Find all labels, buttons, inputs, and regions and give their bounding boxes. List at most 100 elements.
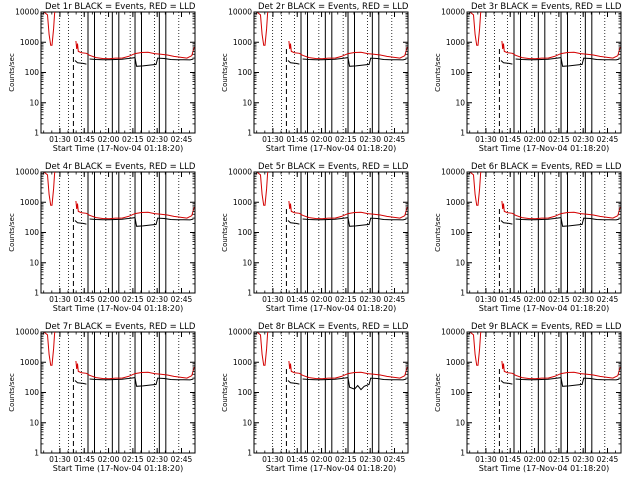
x-tick-label: 02:15 [548,295,570,304]
x-tick-label: 02:45 [171,135,193,144]
y-tick-label: 1 [460,289,465,298]
events-series-line [287,380,300,385]
y-tick-label: 10 [455,418,465,427]
y-tick-label: 10000 [228,168,252,177]
lld-series-line [469,12,482,46]
x-tick-label: 02:30 [572,135,594,144]
events-series-line [515,377,620,387]
panel-3: Det 3r BLACK = Events, RED = LLD 1 10 100 10… [434,2,622,153]
x-tick-label: 01:30 [262,455,284,464]
lld-series-line [75,200,195,220]
x-axis-label: Start Time (17-Nov-04 01:18:20) [266,464,396,473]
x-tick-label: 02:15 [122,135,144,144]
y-tick-label: 100 [238,68,253,77]
lld-series-line [501,360,621,380]
y-tick-label: 100 [451,228,466,237]
panel-5: Det 5r BLACK = Events, RED = LLD 1 10 100 10… [221,162,409,313]
panel-8: Det 8r BLACK = Events, RED = LLD 1 10 100 10… [221,322,409,473]
x-tick-label: 02:15 [548,455,570,464]
x-axis-label: Start Time (17-Nov-04 01:18:20) [479,464,609,473]
y-tick-label: 1 [460,129,465,138]
panel-title: Det 9r BLACK = Events, RED = LLD [471,322,622,332]
x-tick-label: 02:15 [335,135,357,144]
y-tick-label: 10000 [441,8,465,17]
y-tick-label: 1 [247,449,252,458]
x-tick-label: 01:45 [73,135,95,144]
events-series-line [515,217,620,227]
x-tick-label: 02:30 [359,455,381,464]
events-series-line [89,217,194,227]
x-tick-label: 01:45 [499,135,521,144]
y-axis-label: Counts/sec [221,53,229,92]
x-tick-label: 02:45 [384,135,406,144]
y-tick-label: 1 [34,289,39,298]
x-tick-label: 01:45 [286,295,308,304]
x-tick-label: 01:45 [286,455,308,464]
x-axis-label: Start Time (17-Nov-04 01:18:20) [53,464,183,473]
y-axis-label: Counts/sec [221,213,229,252]
x-tick-label: 01:30 [475,455,497,464]
plot-frame [253,331,409,454]
plot-frame [466,171,622,294]
plot-area [469,172,621,293]
y-axis-label: Counts/sec [8,53,16,92]
y-tick-label: 1 [247,129,252,138]
y-axis-label: Counts/sec [8,213,16,252]
x-tick-label: 02:45 [597,135,619,144]
y-tick-label: 1 [460,449,465,458]
x-tick-label: 02:30 [146,295,168,304]
panel-title: Det 4r BLACK = Events, RED = LLD [45,162,196,172]
x-tick-label: 02:45 [597,295,619,304]
y-axis-label: Counts/sec [221,373,229,412]
panel-title: Det 7r BLACK = Events, RED = LLD [45,322,196,332]
x-tick-label: 01:30 [49,135,71,144]
x-axis-label: Start Time (17-Nov-04 01:18:20) [266,304,396,313]
y-tick-label: 100 [25,388,40,397]
plot-area [469,12,621,133]
plot-frame [40,11,196,134]
x-tick-label: 02:30 [572,455,594,464]
y-tick-label: 10 [242,418,252,427]
panel-title: Det 3r BLACK = Events, RED = LLD [471,2,622,12]
plot-frame [466,331,622,454]
y-tick-label: 1000 [446,38,465,47]
lld-series-line [501,200,621,220]
y-tick-label: 1000 [20,198,39,207]
x-tick-label: 02:45 [384,455,406,464]
lld-series-line [469,332,482,366]
events-series-line [515,57,620,67]
x-tick-label: 02:15 [335,295,357,304]
y-tick-label: 100 [451,388,466,397]
lld-series-line [288,360,408,380]
y-tick-label: 1000 [20,38,39,47]
x-tick-label: 02:30 [572,295,594,304]
events-series-line [500,380,513,385]
x-axis-label: Start Time (17-Nov-04 01:18:20) [479,144,609,153]
panel-title: Det 5r BLACK = Events, RED = LLD [258,162,409,172]
y-tick-label: 1 [247,289,252,298]
x-tick-label: 02:15 [335,455,357,464]
x-tick-label: 02:15 [548,135,570,144]
x-tick-label: 01:30 [475,135,497,144]
x-tick-label: 02:00 [98,135,120,144]
x-tick-label: 01:45 [286,135,308,144]
panel-9: Det 9r BLACK = Events, RED = LLD 1 10 100 10… [434,322,622,473]
x-tick-label: 02:00 [311,295,333,304]
y-tick-label: 10000 [441,168,465,177]
x-tick-label: 02:45 [597,455,619,464]
y-tick-label: 10 [455,258,465,267]
y-axis-label: Counts/sec [434,53,442,92]
y-axis-label: Counts/sec [8,373,16,412]
panel-title: Det 6r BLACK = Events, RED = LLD [471,162,622,172]
panel-title: Det 2r BLACK = Events, RED = LLD [258,2,409,12]
lld-series-line [256,332,269,366]
lld-series-line [43,332,56,366]
panel-title: Det 1r BLACK = Events, RED = LLD [45,2,196,12]
y-tick-label: 10 [242,98,252,107]
y-tick-label: 1000 [233,38,252,47]
x-tick-label: 02:30 [146,135,168,144]
y-tick-label: 10 [455,98,465,107]
panel-4: Det 4r BLACK = Events, RED = LLD 1 10 100 10… [8,162,196,313]
x-tick-label: 02:45 [171,455,193,464]
